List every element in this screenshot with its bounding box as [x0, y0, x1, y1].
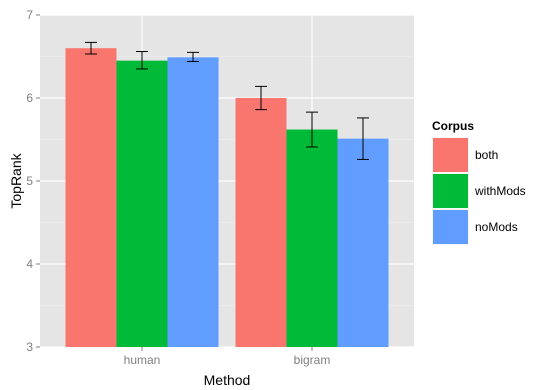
legend-label-both: both	[475, 148, 498, 162]
y-tick-label: 4	[26, 257, 33, 271]
y-tick-label: 6	[26, 91, 33, 105]
legend-title: Corpus	[432, 119, 474, 133]
legend: Corpus both withMods noMods	[431, 119, 526, 246]
x-tick-label-bigram: bigram	[294, 353, 331, 367]
y-axis-title: TopRank	[8, 152, 24, 208]
y-axis-ticks: 3 4 5 6 7	[26, 8, 40, 354]
bars	[65, 48, 389, 348]
bar-both-human	[65, 48, 117, 347]
error-bar-noMods-bigram	[357, 117, 369, 160]
error-bar-noMods-human	[187, 51, 199, 62]
y-tick-label: 7	[26, 8, 33, 22]
error-bar-withMods-bigram	[306, 111, 318, 148]
legend-label-withMods: withMods	[474, 184, 526, 198]
legend-swatch-noMods	[433, 210, 468, 244]
bar-noMods-human	[167, 57, 219, 348]
bar-withMods-human	[116, 60, 168, 348]
bar-withMods-bigram	[286, 129, 338, 347]
error-bar-both-bigram	[255, 85, 267, 111]
error-bar-withMods-human	[136, 51, 148, 70]
x-axis-ticks: human bigram	[124, 347, 331, 367]
bar-noMods-bigram	[337, 138, 389, 347]
legend-label-noMods: noMods	[475, 220, 518, 234]
legend-swatch-withMods	[433, 174, 468, 208]
error-bar-both-human	[85, 41, 97, 55]
y-tick-label: 3	[26, 340, 33, 354]
error-bars	[85, 41, 369, 160]
legend-swatch-both	[433, 138, 468, 172]
bar-both-bigram	[235, 98, 287, 347]
y-tick-label: 5	[26, 174, 33, 188]
x-axis-title: Method	[204, 372, 251, 388]
x-tick-label-human: human	[124, 353, 161, 367]
